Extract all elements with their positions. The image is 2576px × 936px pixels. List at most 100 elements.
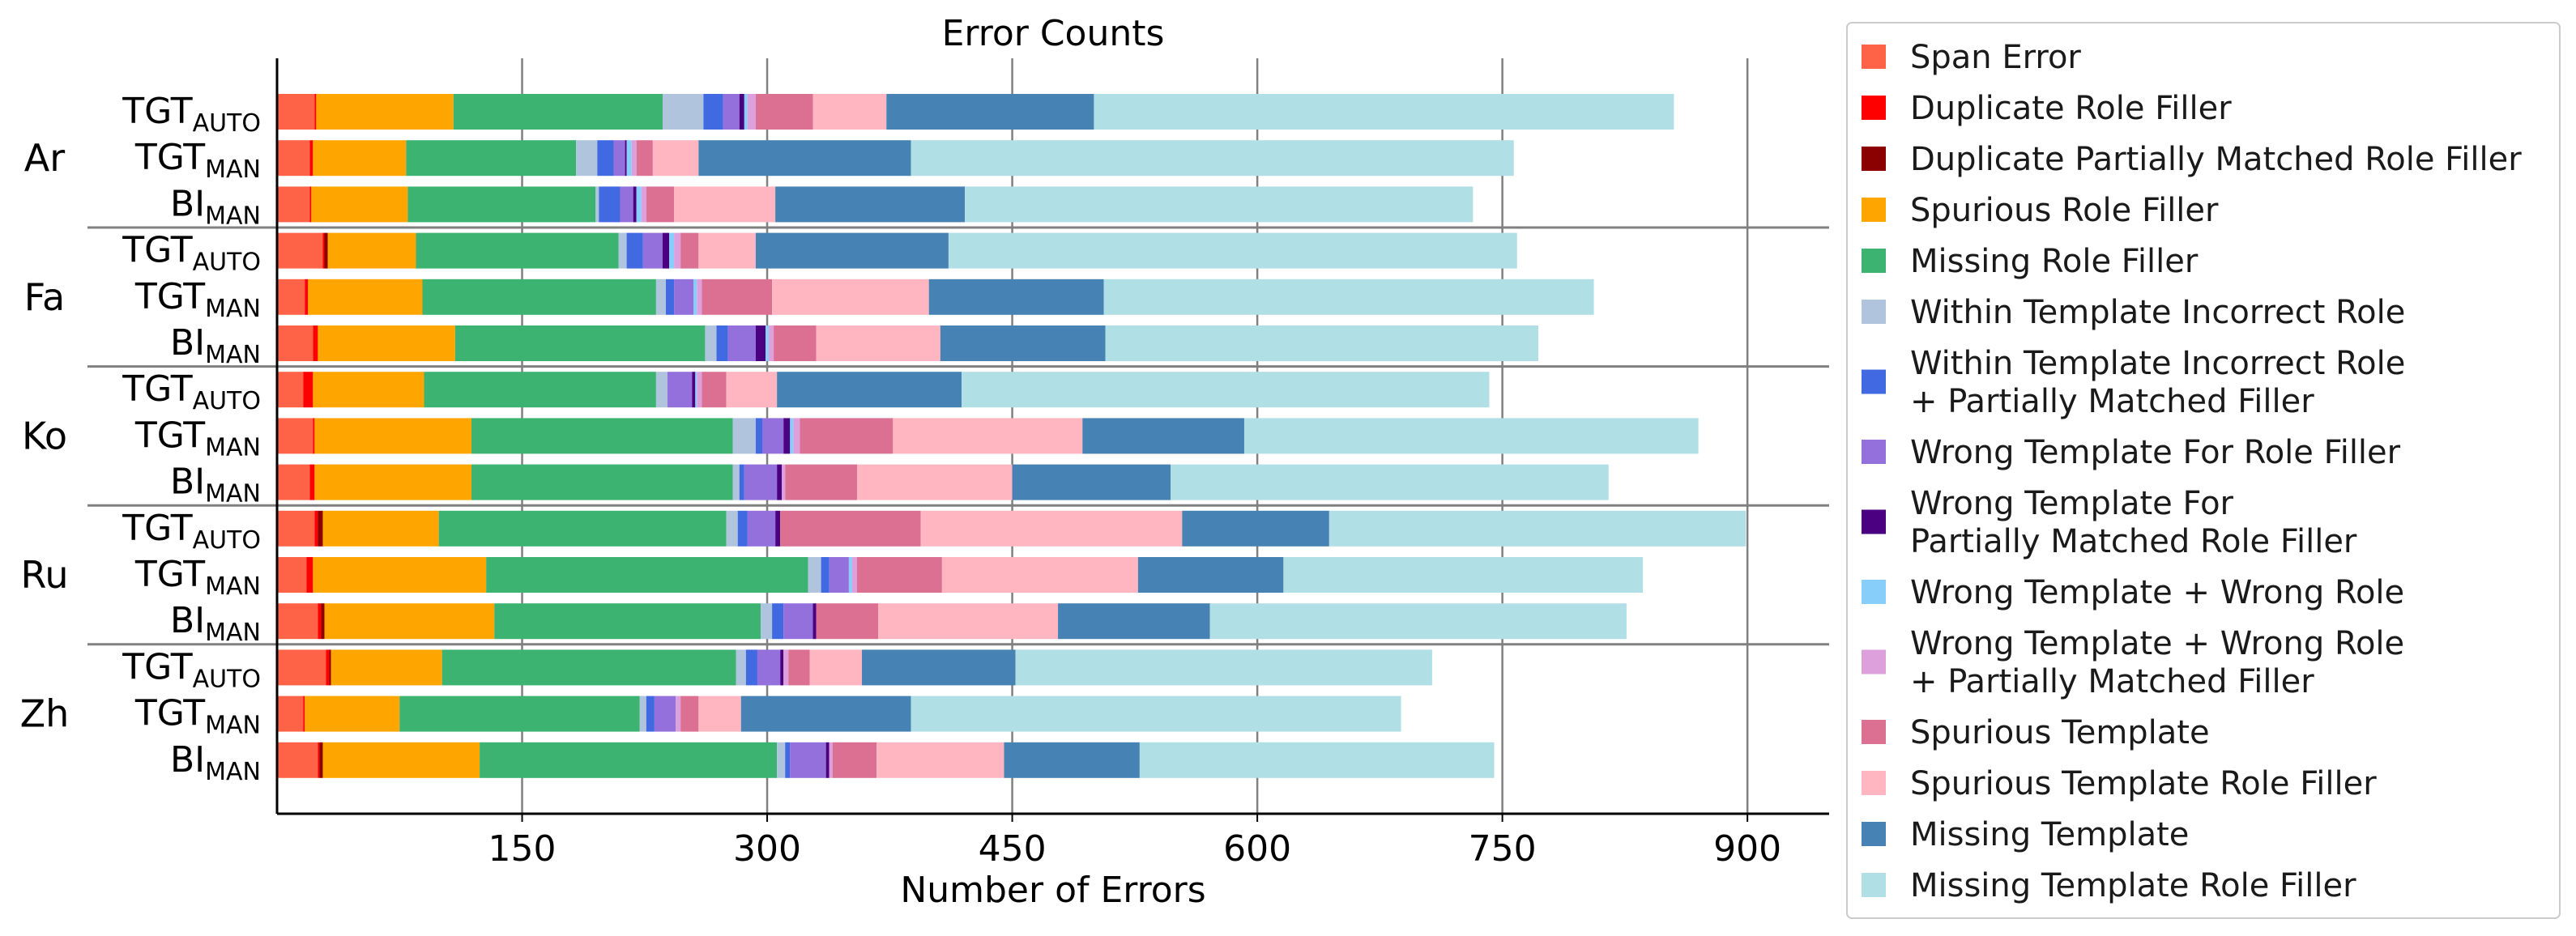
bar-segment (626, 140, 632, 177)
x-axis-title: Number of Errors (900, 870, 1205, 911)
legend-label: Missing Role Filler (1910, 243, 2199, 280)
legend-label: Within Template Incorrect Role (1910, 294, 2405, 331)
bar-segment (783, 418, 791, 454)
bar-segment (790, 418, 794, 454)
bar-segment (832, 742, 877, 778)
bar-segment (680, 696, 699, 732)
bar-segment (308, 279, 423, 315)
bar-segment (321, 603, 325, 640)
bar-segment (597, 140, 614, 177)
legend: Span Error Duplicate Role Filler Duplicate… (1846, 22, 2561, 919)
bar-segment (1139, 742, 1495, 778)
row-label: TGTMAN (134, 137, 261, 184)
bar-segment (494, 603, 761, 640)
bar-segment (747, 94, 756, 130)
bar-segment (642, 232, 663, 269)
bar-segment (318, 510, 323, 547)
legend-label: Duplicate Role Filler (1910, 90, 2232, 127)
legend-swatch (1862, 649, 1886, 674)
bar-segment (788, 649, 810, 686)
bar-segment (1103, 279, 1594, 315)
bar-segment (1094, 94, 1674, 130)
group-label: Ar (24, 136, 65, 180)
bar-segment (480, 742, 778, 778)
bar-segment (1012, 464, 1171, 500)
bar-segment (856, 557, 942, 593)
bar-segment (303, 696, 305, 732)
bar-segment (780, 510, 921, 547)
bar-segment (745, 649, 757, 686)
bar-segment (1243, 418, 1699, 454)
bar-segment (876, 742, 1004, 778)
bar-segment (851, 557, 857, 593)
bar-segment (812, 94, 887, 130)
legend-swatch (1862, 45, 1886, 69)
bar-segment (667, 372, 693, 408)
legend-label: Spurious Template Role Filler (1910, 765, 2377, 802)
bar-segment (736, 649, 746, 686)
bar-segment (1209, 603, 1627, 640)
legend-label: Missing Template Role Filler (1910, 867, 2356, 904)
bar-segment (639, 696, 646, 732)
legend-label: Wrong Template For (1910, 485, 2234, 522)
bar-segment (702, 372, 727, 408)
bar-segment (693, 279, 697, 315)
bar-segment (777, 464, 783, 500)
legend-label: Wrong Template For Role Filler (1910, 434, 2401, 471)
bar-segment (277, 510, 315, 547)
row-label: TGTAUTO (122, 368, 261, 415)
legend-swatch (1862, 771, 1886, 795)
bar-segment (695, 372, 697, 408)
bar-segment (322, 510, 439, 547)
bar-segment (744, 464, 778, 500)
bar-segment (326, 649, 330, 686)
x-tick-label: 600 (1223, 828, 1291, 870)
bar-segment (697, 372, 702, 408)
bar-segment (618, 232, 627, 269)
bar-segment (829, 742, 833, 778)
row-label: TGTAUTO (122, 91, 261, 138)
legend-swatch (1862, 300, 1886, 324)
bar-segment (1329, 510, 1746, 547)
bar-segment (920, 510, 1183, 547)
legend-label: + Partially Matched Filler (1910, 383, 2314, 420)
group-label: Ko (22, 414, 67, 457)
legend-swatch (1862, 440, 1886, 464)
bar-segment (766, 325, 770, 361)
bar-segment (965, 186, 1474, 223)
row-label: TGTAUTO (122, 230, 261, 277)
bar-segment (314, 418, 472, 454)
bar-segment (641, 186, 646, 223)
bar-segment (780, 649, 784, 686)
bar-segment (674, 232, 681, 269)
group-separators (87, 226, 1829, 646)
bar-segment (595, 186, 599, 223)
legend-frame (1846, 22, 2561, 919)
bar-segment (454, 325, 706, 361)
bar-segment (800, 418, 893, 454)
row-label: TGTMAN (134, 415, 261, 462)
x-tick-label: 900 (1713, 828, 1781, 870)
bar-segment (848, 557, 852, 593)
bar-segment (760, 603, 773, 640)
legend-swatch (1862, 873, 1886, 897)
row-label: TGTMAN (134, 276, 261, 323)
row-label: TGTAUTO (122, 646, 261, 693)
bar-segment (790, 742, 826, 778)
bar-segment (825, 742, 830, 778)
bar-segment (739, 464, 744, 500)
bar-segment (732, 418, 756, 454)
bar-segment (911, 696, 1401, 732)
bar-segment (821, 557, 830, 593)
bar-segment (314, 510, 318, 547)
bar-segment (962, 372, 1490, 408)
x-tick-label: 450 (979, 828, 1047, 870)
bar-segment (676, 696, 681, 732)
bar-segment (747, 510, 776, 547)
bar-segment (313, 140, 407, 177)
bar-segment (757, 649, 781, 686)
x-tick-labels: 150 300 450 600 750 900 (488, 814, 1781, 870)
bar-segment (319, 742, 323, 778)
row-label: BIMAN (170, 600, 261, 647)
